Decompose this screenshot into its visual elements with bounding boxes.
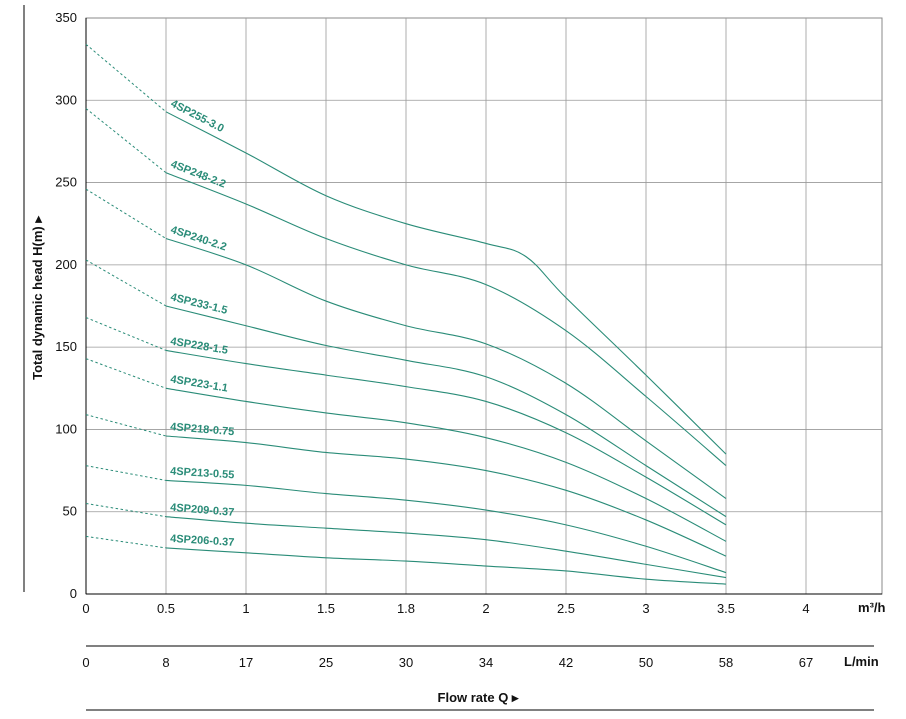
curve-dotted-4sp213-0-55 <box>85 465 167 481</box>
x-tick-label: 4 <box>802 601 809 616</box>
curve-dotted-4sp233-1-5 <box>85 259 167 307</box>
curve-dotted-4sp240-2-2 <box>85 188 167 239</box>
curves <box>85 43 727 585</box>
x-tick-label: 3.5 <box>717 601 735 616</box>
curve-label-4sp233-1-5: 4SP233-1.5 <box>169 291 228 317</box>
alt-x-tick-label: 17 <box>239 655 253 670</box>
y-tick-label: 50 <box>63 504 77 519</box>
x-tick-label: 0.5 <box>157 601 175 616</box>
x-tick-label: 0 <box>82 601 89 616</box>
curve-4sp233-1-5 <box>165 305 727 518</box>
curve-label-4sp209-0-37: 4SP209-0.37 <box>170 502 235 519</box>
y-tick-label: 0 <box>70 586 77 601</box>
curve-4sp228-1-5 <box>165 349 727 526</box>
curve-dotted-4sp248-2-2 <box>85 108 167 174</box>
curve-label-4sp223-1-1: 4SP223-1.1 <box>170 373 229 394</box>
x-tick-label: 2.5 <box>557 601 575 616</box>
x-tick-label: 1.8 <box>397 601 415 616</box>
y-axis-title: Total dynamic head H(m) ▸ <box>30 215 45 380</box>
alt-x-tick-label: 25 <box>319 655 333 670</box>
curve-label-4sp206-0-37: 4SP206-0.37 <box>170 533 235 549</box>
curve-4sp213-0-55 <box>165 479 727 574</box>
curve-label-4sp255-3-0: 4SP255-3.0 <box>169 98 226 135</box>
x-tick-labels: 0 0.5 1 1.5 1.8 2 2.5 3 3.5 4 <box>82 601 809 616</box>
x-axis-title: Flow rate Q ▸ <box>438 690 520 705</box>
y-tick-labels: 0 50 100 150 200 250 300 350 <box>55 10 77 601</box>
alt-x-tick-label: 58 <box>719 655 733 670</box>
alt-x-tick-label: 8 <box>162 655 169 670</box>
x-unit-label: m³/h <box>858 600 886 615</box>
curve-4sp206-0-37 <box>165 547 727 585</box>
x-tick-label: 1 <box>242 601 249 616</box>
y-tick-label: 100 <box>55 421 77 436</box>
y-tick-label: 250 <box>55 175 77 190</box>
curve-4sp223-1-1 <box>165 387 727 542</box>
curve-dotted-4sp209-0-37 <box>85 502 167 518</box>
curve-label-4sp228-1-5: 4SP228-1.5 <box>170 336 229 357</box>
y-tick-label: 350 <box>55 10 77 25</box>
alt-x-tick-label: 34 <box>479 655 493 670</box>
alt-x-tick-label: 30 <box>399 655 413 670</box>
curve-label-4sp248-2-2: 4SP248-2.2 <box>169 158 227 190</box>
curve-dotted-4sp206-0-37 <box>85 535 167 549</box>
y-tick-label: 200 <box>55 257 77 272</box>
alt-x-tick-label: 42 <box>559 655 573 670</box>
x-tick-label: 2 <box>482 601 489 616</box>
curve-label-4sp218-0-75: 4SP218-0.75 <box>170 421 235 438</box>
y-tick-label: 150 <box>55 339 77 354</box>
alt-x-unit-label: L/min <box>844 654 879 669</box>
alt-x-tick-labels: 0 8 17 25 30 34 42 50 58 67 <box>82 655 813 670</box>
curve-dotted-4sp218-0-75 <box>85 414 167 437</box>
curve-4sp255-3-0 <box>165 111 727 455</box>
curve-dotted-4sp223-1-1 <box>85 358 167 389</box>
curve-label-4sp213-0-55: 4SP213-0.55 <box>170 465 235 481</box>
y-tick-label: 300 <box>55 92 77 107</box>
alt-x-tick-label: 0 <box>82 655 89 670</box>
curve-4sp248-2-2 <box>165 172 727 467</box>
curve-dotted-4sp255-3-0 <box>85 43 167 113</box>
curve-4sp218-0-75 <box>165 435 727 557</box>
curve-4sp240-2-2 <box>165 238 727 499</box>
alt-x-tick-label: 50 <box>639 655 653 670</box>
x-tick-label: 3 <box>642 601 649 616</box>
curve-4sp209-0-37 <box>165 516 727 579</box>
alt-x-tick-label: 67 <box>799 655 813 670</box>
curve-dotted-4sp228-1-5 <box>85 317 167 351</box>
x-tick-label: 1.5 <box>317 601 335 616</box>
